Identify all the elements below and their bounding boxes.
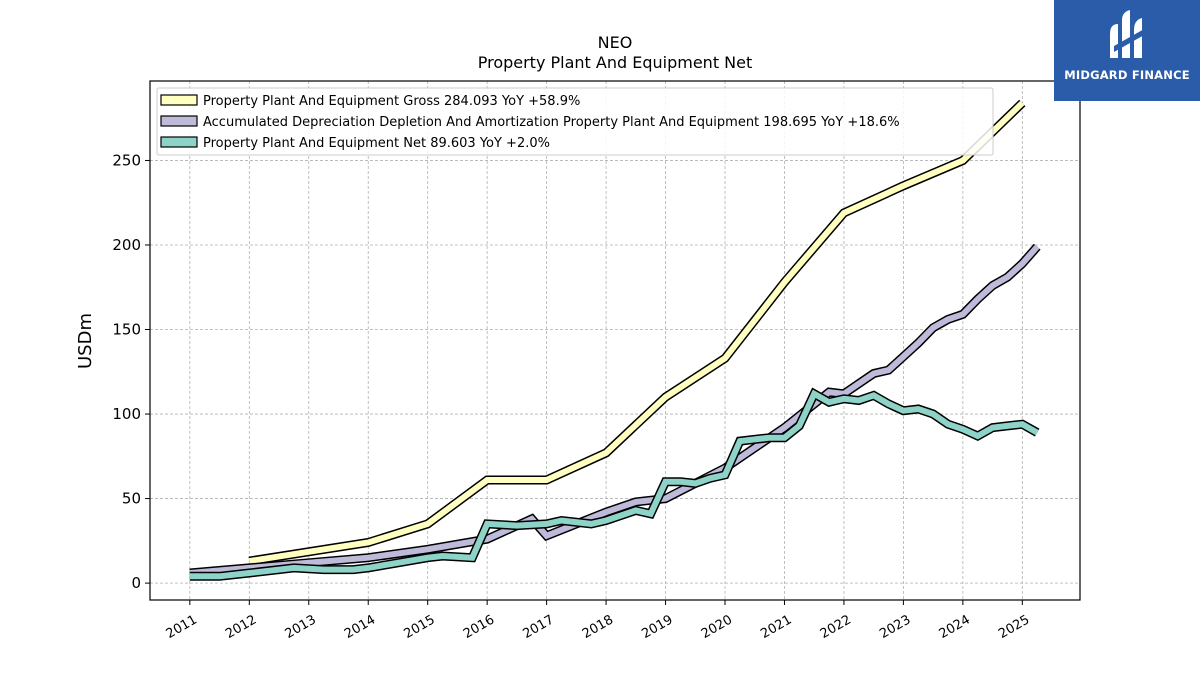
y-tick-label: 250 (112, 151, 141, 169)
midgard-logo-icon (1110, 10, 1146, 58)
x-tick-label: 2015 (402, 612, 438, 642)
series-layer (189, 99, 1041, 581)
x-tick-label: 2011 (164, 612, 200, 642)
series-line-1 (189, 244, 1040, 576)
y-tick-label: 200 (112, 236, 141, 254)
x-tick-label: 2018 (580, 612, 616, 642)
x-tick-label: 2023 (877, 612, 913, 642)
legend-label-depreciation: Accumulated Depreciation Depletion And A… (203, 115, 900, 130)
x-tick-label: 2020 (699, 612, 735, 642)
legend-box (156, 87, 994, 156)
x-tick-label: 2014 (342, 612, 378, 642)
x-axis: 2011 2012 2013 2014 2015 2016 2017 2018 2019 2020… (164, 600, 1032, 642)
legend-label-net: Property Plant And Equipment Net 89.603 … (203, 136, 550, 151)
series-line-0 (248, 100, 1025, 565)
x-tick-label: 2025 (996, 612, 1032, 642)
legend-label-gross: Property Plant And Equipment Gross 284.0… (203, 94, 580, 109)
series-line-outline-0 (248, 99, 1026, 566)
legend-swatch-net (160, 136, 198, 148)
x-tick-label: 2022 (818, 612, 854, 642)
x-tick-label: 2024 (937, 612, 973, 642)
legend-swatch-depreciation (160, 115, 198, 127)
brand-logo: MIDGARD FINANCE (1054, 0, 1200, 101)
x-tick-label: 2013 (283, 612, 319, 642)
legend: Property Plant And Equipment Gross 284.0… (156, 87, 994, 156)
y-tick-label: 50 (122, 490, 141, 508)
x-tick-label: 2021 (758, 612, 794, 642)
series-line-2 (189, 389, 1039, 580)
plot-frame (149, 80, 1081, 601)
x-tick-label: 2019 (639, 612, 675, 642)
y-tick-label: 100 (112, 405, 141, 423)
y-axis: 0 50 100 150 200 250 (112, 151, 150, 592)
y-tick-label: 0 (131, 574, 141, 592)
x-tick-label: 2016 (461, 612, 497, 642)
x-tick-label: 2012 (223, 612, 259, 642)
y-axis-label: USDm (75, 313, 96, 369)
chart-subtitle: Property Plant And Equipment Net (478, 53, 753, 72)
chart-title: NEO (598, 33, 633, 52)
legend-swatch-gross (160, 94, 198, 106)
x-tick-label: 2017 (520, 612, 556, 642)
brand-name: MIDGARD FINANCE (1064, 68, 1190, 82)
y-tick-label: 150 (112, 321, 141, 339)
